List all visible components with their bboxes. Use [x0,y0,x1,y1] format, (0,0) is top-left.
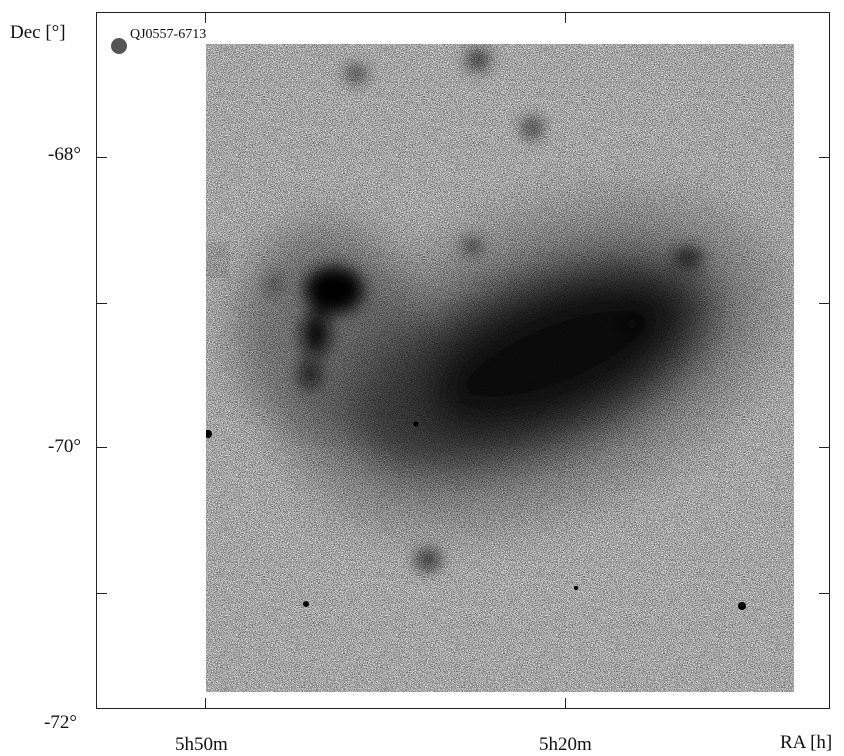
y-tick-69 [97,303,107,304]
quasar-label: QJ0557-6713 [130,27,207,42]
y-tick-label-70: -70° [48,436,81,457]
y-tick-right-69 [819,303,829,304]
y-tick-68 [97,157,107,158]
x-tick-top-550 [205,13,206,23]
x-axis-title: RA [h] [780,732,833,753]
plot-frame [96,12,830,709]
star [303,601,309,607]
x-tick-label-550: 5h50m [175,734,228,755]
star [206,430,212,438]
star [574,586,578,590]
y-tick-71 [97,593,107,594]
y-tick-right-71 [819,593,829,594]
grain-overlay [206,44,794,692]
x-tick-top-520 [565,13,566,23]
star [738,602,746,610]
y-tick-right-68 [819,157,829,158]
star [413,421,419,427]
x-tick-550 [205,698,206,708]
y-tick-label-68: -68° [48,144,81,165]
y-tick-70 [97,447,107,448]
sky-image [206,44,794,692]
x-tick-520 [565,698,566,708]
y-tick-right-70 [819,447,829,448]
x-tick-label-520: 5h20m [539,734,592,755]
y-tick-label-72: -72° [44,712,77,733]
quasar-marker [111,38,127,54]
y-axis-title: Dec [°] [10,22,66,43]
